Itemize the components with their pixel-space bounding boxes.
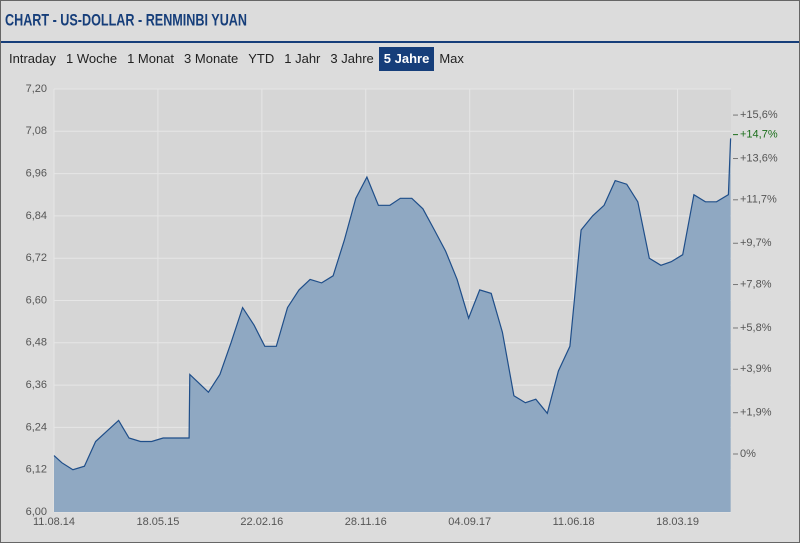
y-tick-label: 6,00 (26, 506, 47, 518)
tab[interactable]: YTD (248, 51, 275, 66)
x-tick-label: 22.02.16 (240, 516, 283, 528)
y2-tick-label: +3,9% (740, 363, 772, 375)
line (53, 138, 732, 471)
y2-tick-label: 0% (740, 448, 756, 460)
y2-tick-label: +1,9% (740, 407, 772, 419)
y-tick-label: 6,12 (26, 464, 47, 476)
last-value-label: +14,7% (740, 129, 778, 141)
tab-bar: Intraday 1 Woche 1 Monat 3 Monate YTD 1 Jahr 3… (4, 47, 469, 71)
x-tick-label: 28.11.16 (345, 516, 387, 528)
y2-tick-label: +5,8% (740, 322, 772, 334)
tab[interactable]: Intraday (9, 51, 56, 66)
area (54, 138, 731, 512)
y-tick-label: 6,36 (26, 379, 47, 391)
chart-title: CHART - US-DOLLAR - RENMINBI YUAN (5, 10, 247, 29)
x-tick-label: 18.03.19 (656, 516, 699, 528)
x-tick-label: 11.08.14 (33, 516, 75, 528)
y2-tick-label: +13,6% (740, 152, 778, 164)
y2-tick-label: +11,7% (740, 194, 777, 206)
tab[interactable]: 1 Jahr (284, 51, 321, 66)
x-tick-label: 11.06.18 (553, 516, 595, 528)
y2-tick-label: +9,7% (740, 237, 772, 249)
y-tick-label: 7,08 (26, 125, 47, 137)
tab[interactable]: 5 Jahre (378, 47, 435, 71)
tab[interactable]: Max (439, 51, 464, 66)
y2-tick-label: +15,6% (740, 109, 778, 121)
y2-tick-label: +7,8% (740, 278, 772, 290)
y-tick-label: 6,24 (26, 421, 47, 433)
y-tick-label: 6,72 (26, 252, 47, 264)
y-tick-label: 6,84 (26, 210, 47, 222)
tab[interactable]: 3 Jahre (330, 51, 374, 66)
x-tick-label: 18.05.15 (137, 516, 180, 528)
tab[interactable]: 3 Monate (184, 51, 239, 66)
y-tick-label: 6,60 (26, 294, 47, 306)
y-tick-label: 6,96 (26, 168, 47, 180)
y-tick-label: 7,20 (26, 83, 47, 95)
x-tick-label: 04.09.17 (448, 516, 491, 528)
tab[interactable]: 1 Woche (65, 51, 118, 66)
tab[interactable]: 1 Monat (127, 51, 175, 66)
y-tick-label: 6,48 (26, 337, 47, 349)
